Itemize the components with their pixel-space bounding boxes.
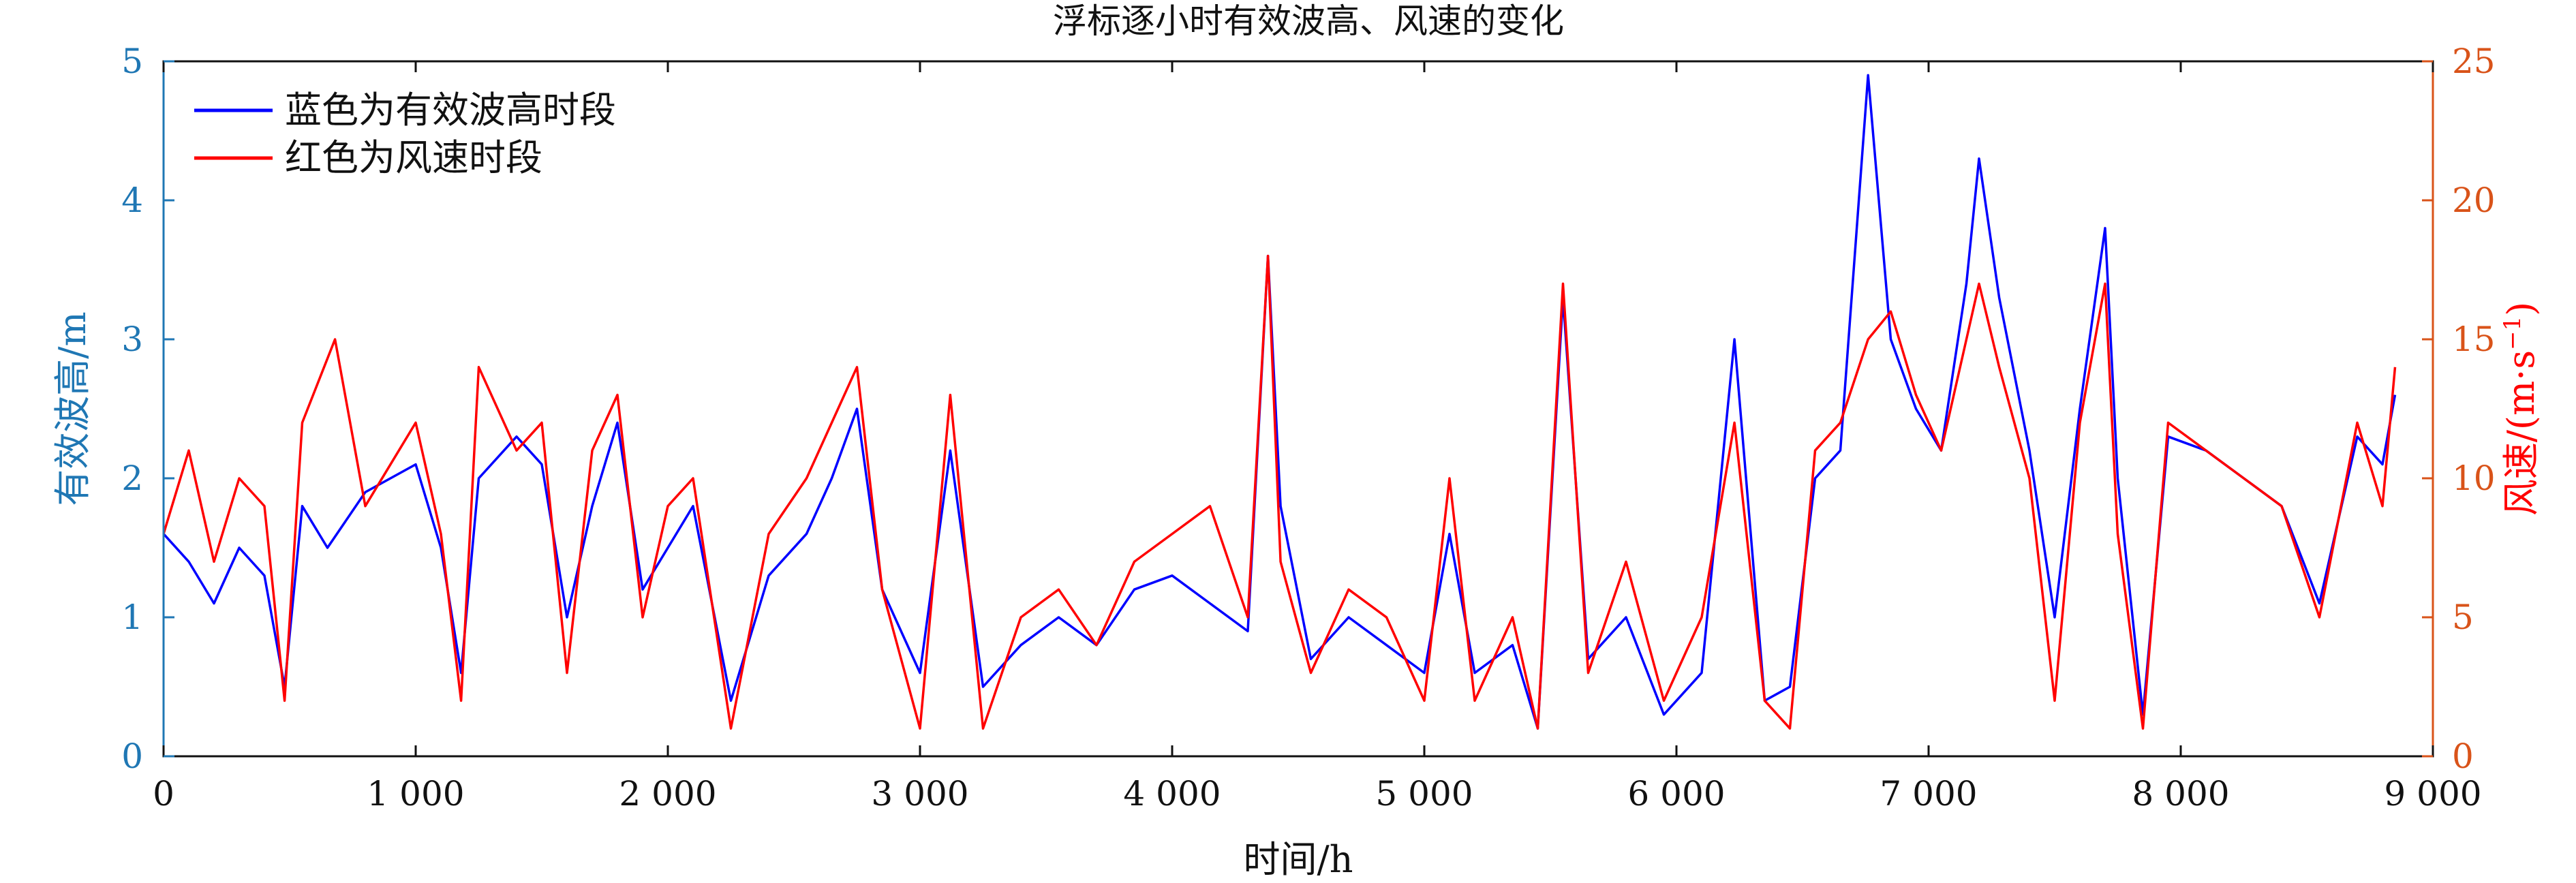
left-tick-label: 1 (121, 598, 143, 637)
wave-height-series-line (162, 74, 2397, 730)
x-axis-label: 时间/h (1244, 838, 1353, 881)
right-tick-label: 20 (2452, 181, 2496, 220)
left-tick-label: 4 (121, 181, 143, 220)
x-tick-label: 5 000 (1375, 774, 1473, 814)
right-axis-label: 风速/(m·s−1) (2499, 302, 2543, 516)
chart-title: 浮标逐小时有效波高、风速的变化 (1053, 1, 1564, 41)
left-tick-label: 2 (121, 459, 143, 498)
x-tick-label: 7 000 (1880, 774, 1977, 814)
left-tick-label: 0 (121, 737, 143, 776)
legend-wave-label: 蓝色为有效波高时段 (285, 89, 616, 131)
right-tick-label: 10 (2452, 459, 2496, 498)
x-tick-label: 9 000 (2384, 774, 2481, 814)
left-tick-label: 5 (121, 42, 143, 81)
x-axis-ticks: 0 1 000 2 000 3 000 4 000 5 000 6 000 7 000 8 00… (153, 61, 2482, 814)
left-axis-ticks: 0 1 2 3 4 5 (121, 42, 174, 776)
right-axis-ticks: 0 5 10 15 20 25 (2422, 42, 2496, 776)
x-tick-label: 1 000 (367, 774, 464, 814)
x-tick-label: 4 000 (1123, 774, 1221, 814)
x-tick-label: 0 (153, 774, 174, 814)
right-tick-label: 25 (2452, 42, 2496, 81)
x-tick-label: 2 000 (619, 774, 716, 814)
legend-wind-label: 红色为风速时段 (285, 136, 542, 179)
plot-area (162, 60, 2434, 758)
right-tick-label: 0 (2452, 737, 2474, 776)
legend: 蓝色为有效波高时段 红色为风速时段 (194, 89, 616, 179)
left-axis-label: 有效波高/m (51, 311, 94, 506)
plot-frame (162, 60, 2434, 758)
wind-speed-series-line (162, 254, 2397, 730)
x-tick-label: 3 000 (871, 774, 968, 814)
right-axis-label-main: 风速/(m·s (2500, 350, 2543, 516)
left-tick-label: 3 (121, 320, 143, 359)
right-tick-label: 5 (2452, 598, 2474, 637)
x-tick-label: 8 000 (2132, 774, 2229, 814)
right-axis-label-close: ) (2500, 302, 2543, 316)
series-layer (162, 74, 2397, 730)
right-tick-label: 15 (2452, 320, 2496, 359)
x-tick-label: 6 000 (1627, 774, 1725, 814)
right-axis-label-superscript: −1 (2499, 316, 2526, 350)
